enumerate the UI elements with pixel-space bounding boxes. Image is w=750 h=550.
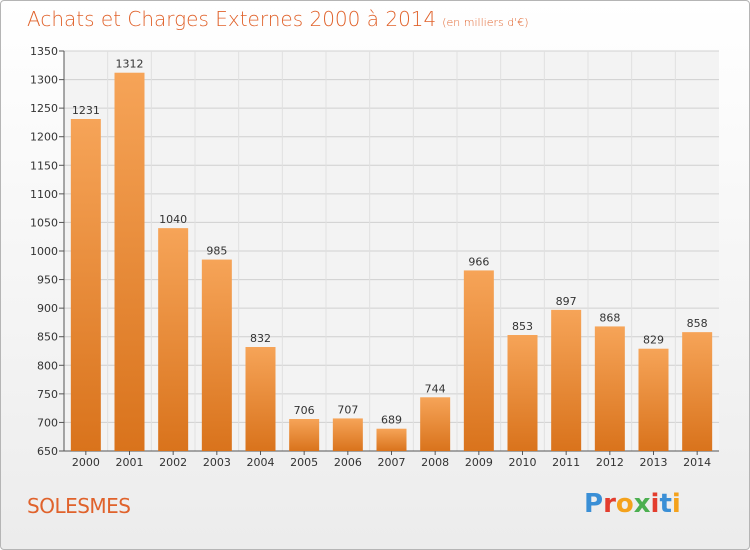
x-tick-label-2002: 2002 (159, 456, 187, 469)
logo-letter: P (584, 489, 604, 519)
logo-letter: i (671, 489, 681, 519)
y-tick-label: 1100 (30, 188, 58, 201)
proxiti-logo[interactable]: Proxiti (584, 489, 681, 519)
data-label-2012: 868 (599, 311, 620, 324)
bar-2003 (201, 259, 232, 451)
data-label-2000: 1231 (72, 104, 100, 117)
logo-letter: o (615, 489, 634, 519)
x-tick-label-2012: 2012 (596, 456, 624, 469)
y-tick-label: 750 (37, 388, 58, 401)
data-label-2006: 707 (337, 403, 358, 416)
bar-2014 (682, 332, 713, 451)
bar-2008 (420, 397, 451, 451)
bar-2012 (594, 326, 625, 451)
x-tick-label-2008: 2008 (421, 456, 449, 469)
unit-label: (en milliers d'€) (442, 16, 529, 29)
x-tick-label-2013: 2013 (640, 456, 668, 469)
x-tick-label-2009: 2009 (465, 456, 493, 469)
bar-2000 (70, 119, 101, 451)
bar-2010 (507, 335, 538, 451)
title-text: Achats et Charges Externes 2000 à 2014 (27, 7, 437, 31)
bar-2002 (158, 228, 189, 451)
data-label-2002: 1040 (159, 213, 187, 226)
y-tick-label: 900 (37, 302, 58, 315)
y-tick-label: 1150 (30, 159, 58, 172)
logo-letter: i (650, 489, 660, 519)
x-tick-label-2003: 2003 (203, 456, 231, 469)
bar-2001 (114, 72, 145, 451)
data-label-2010: 853 (512, 320, 533, 333)
chart-title: Achats et Charges Externes 2000 à 2014 (e… (27, 7, 529, 31)
logo-letter: t (659, 489, 672, 519)
bar-2009 (463, 270, 494, 451)
bar-2011 (551, 309, 582, 451)
data-label-2007: 689 (381, 414, 402, 427)
data-label-2005: 706 (294, 404, 315, 417)
y-tick-label: 950 (37, 274, 58, 287)
x-tick-label-2005: 2005 (290, 456, 318, 469)
y-tick-label: 800 (37, 359, 58, 372)
x-tick-label-2006: 2006 (334, 456, 362, 469)
y-tick-label: 1050 (30, 216, 58, 229)
logo-letter: r (603, 489, 616, 519)
y-tick-label: 1000 (30, 245, 58, 258)
x-tick-label-2010: 2010 (509, 456, 537, 469)
y-tick-label: 1350 (30, 45, 58, 58)
logo-letter: x (633, 489, 651, 519)
bar-2005 (289, 419, 320, 451)
x-tick-label-2004: 2004 (247, 456, 275, 469)
bar-2004 (245, 347, 276, 451)
data-label-2003: 985 (206, 245, 227, 258)
y-tick-label: 1200 (30, 131, 58, 144)
x-tick-label-2011: 2011 (552, 456, 580, 469)
y-tick-label: 850 (37, 331, 58, 344)
y-tick-label: 1300 (30, 74, 58, 87)
data-label-2011: 897 (556, 295, 577, 308)
data-label-2009: 966 (468, 255, 489, 268)
y-tick-label: 700 (37, 416, 58, 429)
data-label-2014: 858 (687, 317, 708, 330)
x-tick-label-2000: 2000 (72, 456, 100, 469)
place-name: SOLESMES (27, 494, 131, 518)
data-label-2008: 744 (425, 382, 446, 395)
data-label-2001: 1312 (116, 58, 144, 71)
bar-2013 (638, 348, 669, 451)
y-tick-label: 1250 (30, 102, 58, 115)
y-tick-label: 650 (37, 445, 58, 458)
data-label-2013: 829 (643, 334, 664, 347)
x-tick-label-2007: 2007 (378, 456, 406, 469)
bar-2007 (376, 428, 407, 451)
x-tick-label-2001: 2001 (116, 456, 144, 469)
data-label-2004: 832 (250, 332, 271, 345)
bar-2006 (332, 418, 363, 451)
x-tick-label-2014: 2014 (683, 456, 711, 469)
